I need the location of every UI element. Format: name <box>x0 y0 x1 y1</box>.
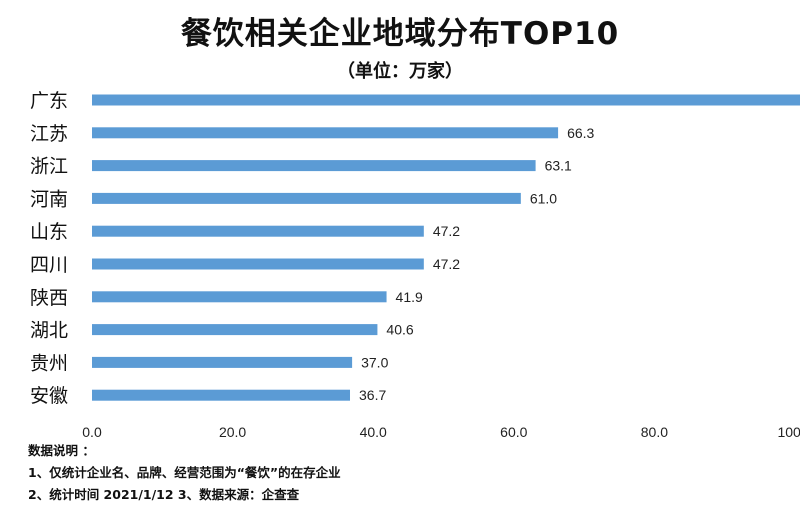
bar-0 <box>92 94 800 106</box>
value-label-6: 41.9 <box>396 289 423 305</box>
category-label-3: 河南 <box>30 188 68 210</box>
notes-line-1: 1、仅统计企业名、品牌、经营范围为“餐饮”的在存企业 <box>28 465 341 480</box>
category-label-9: 安徽 <box>30 385 68 407</box>
bar-9 <box>92 389 351 401</box>
value-label-1: 66.3 <box>567 125 594 141</box>
value-labels-group: 66.3 63.1 61.0 47.2 47.2 41.9 40.6 37.0 36.7 <box>359 125 595 403</box>
value-label-8: 37.0 <box>361 354 388 370</box>
chart-subtitle: （单位：万家） <box>337 61 463 82</box>
category-label-6: 陕西 <box>30 287 68 309</box>
value-label-5: 47.2 <box>433 256 460 272</box>
value-label-7: 40.6 <box>386 322 413 338</box>
x-tick-label-5: 100.0 <box>777 424 800 440</box>
x-tick-labels-group: 0.0 20.0 40.0 60.0 80.0 100.0 <box>82 424 800 440</box>
category-label-5: 四川 <box>30 254 68 276</box>
bar-8 <box>92 356 353 368</box>
bar-6 <box>92 291 387 303</box>
value-label-3: 61.0 <box>530 190 557 206</box>
value-label-9: 36.7 <box>359 387 386 403</box>
category-label-8: 贵州 <box>30 352 68 374</box>
category-label-1: 江苏 <box>30 123 68 145</box>
bar-5 <box>92 258 424 270</box>
value-label-2: 63.1 <box>545 158 572 174</box>
data-notes: 数据说明 ： 1、仅统计企业名、品牌、经营范围为“餐饮”的在存企业 2、统计时间… <box>28 440 341 506</box>
bar-2 <box>92 160 536 172</box>
bars-group <box>92 94 800 401</box>
category-label-7: 湖北 <box>30 320 68 342</box>
bar-3 <box>92 192 521 204</box>
category-label-2: 浙江 <box>30 156 68 178</box>
chart-title: 餐饮相关企业地域分布TOP10 <box>180 16 620 52</box>
x-tick-label-4: 80.0 <box>641 424 668 440</box>
category-label-4: 山东 <box>30 221 68 243</box>
category-label-0: 广东 <box>30 90 68 112</box>
value-label-4: 47.2 <box>433 223 460 239</box>
x-tick-label-2: 40.0 <box>360 424 387 440</box>
x-tick-label-1: 20.0 <box>219 424 246 440</box>
notes-line-2: 2、统计时间 2021/1/12 3、数据来源：企查查 <box>28 487 300 502</box>
bar-1 <box>92 127 559 139</box>
x-tick-label-3: 60.0 <box>500 424 527 440</box>
x-tick-label-0: 0.0 <box>82 424 102 440</box>
notes-heading: 数据说明 ： <box>28 443 95 458</box>
bar-7 <box>92 324 378 336</box>
bar-4 <box>92 225 424 237</box>
